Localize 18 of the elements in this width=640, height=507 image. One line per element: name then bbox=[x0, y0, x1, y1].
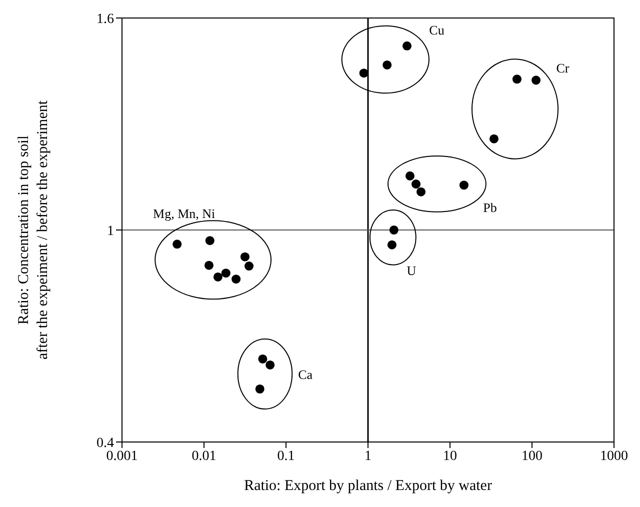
x-tick-label: 1 bbox=[364, 448, 372, 464]
series-label: Ca bbox=[298, 366, 313, 382]
x-axis-title: Ratio: Export by plants / Export by water bbox=[244, 478, 492, 494]
y-axis-title: Ratio: Concentration in top soil after the expeiment / before the experiment bbox=[16, 100, 51, 360]
y-tick-label: 0.4 bbox=[96, 436, 114, 451]
x-tick-label: 0.01 bbox=[192, 448, 216, 464]
series-label: Pb bbox=[483, 200, 497, 215]
x-tick-label: 100 bbox=[522, 448, 542, 464]
x-tick-label: 0.001 bbox=[106, 448, 138, 464]
y-tick-label: 1.6 bbox=[96, 12, 114, 27]
y-tick-label: 1 bbox=[107, 224, 114, 239]
x-tick-label: 1000 bbox=[600, 448, 628, 464]
series-label: U bbox=[406, 263, 417, 278]
series-label: Cr bbox=[556, 60, 570, 76]
x-tick-label: 10 bbox=[443, 448, 457, 464]
series-label: Cu bbox=[429, 22, 445, 38]
x-tick-label: 0.1 bbox=[277, 448, 295, 464]
series-label: Mg, Mn, Ni bbox=[153, 206, 216, 221]
